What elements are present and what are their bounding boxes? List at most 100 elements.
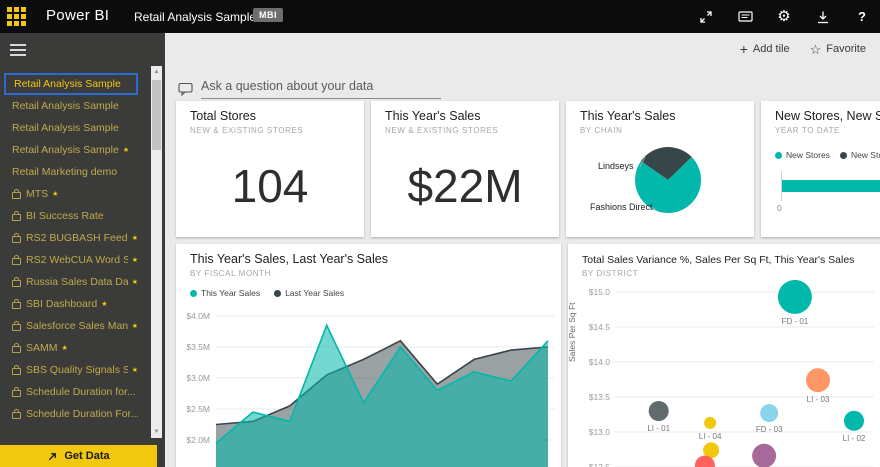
sidebar-item[interactable]: Salesforce Sales Mana...★ (4, 315, 138, 337)
y-tick-label: $13.0 (589, 427, 611, 437)
settings-gear-icon[interactable]: ⚙ (777, 8, 791, 25)
area-series (216, 325, 548, 467)
scrollbar-down-arrow-icon[interactable]: ▼ (153, 429, 160, 435)
y-tick-label: $2.0M (186, 435, 210, 445)
download-icon[interactable] (815, 9, 831, 25)
sidebar-item[interactable]: Schedule Duration For... (4, 403, 138, 425)
legend-dot (274, 289, 282, 297)
feedback-icon[interactable] (737, 9, 753, 25)
legend-dot (839, 151, 847, 159)
lock-icon (12, 321, 21, 331)
sidebar-item[interactable]: SBI Dashboard ★ (4, 293, 138, 315)
sidebar-item[interactable]: RS2 BUGBASH FeedBa...★ (4, 227, 138, 249)
bubble-label: LI - 02 (843, 434, 866, 443)
bubble-label: LI - 03 (807, 395, 830, 404)
sidebar-item[interactable]: SBS Quality Signals Sc...★ (4, 359, 138, 381)
scrollbar-thumb[interactable] (152, 80, 161, 150)
sidebar-item[interactable]: Retail Marketing demo (4, 161, 138, 183)
tile-sales-variance-bubble-chart[interactable]: Total Sales Variance %, Sales Per Sq Ft,… (568, 244, 880, 467)
lock-icon (12, 255, 21, 265)
lock-icon (12, 365, 21, 375)
lock-icon (12, 277, 21, 287)
y-tick-label: $15.0 (589, 287, 611, 297)
sidebar-item-label: Salesforce Sales Mana... (26, 320, 128, 332)
scrollbar-up-arrow-icon[interactable]: ▲ (153, 69, 160, 75)
star-icon: ★ (131, 323, 138, 330)
y-tick-label: $12.5 (589, 462, 611, 467)
tile-new-stores-bar[interactable]: New Stores, New Stor YEAR TO DATE New St… (761, 101, 880, 237)
app-launcher-waffle-icon[interactable] (0, 0, 33, 33)
sidebar-item[interactable]: Retail Analysis Sample (4, 95, 138, 117)
tile-sales-by-chain-pie[interactable]: This Year's Sales BY CHAIN Lindseys Fash… (566, 101, 754, 237)
bubble-FD-01 (777, 279, 812, 314)
bubble-label: FD - 03 (756, 425, 783, 434)
sidebar-item[interactable]: BI Success Rate (4, 205, 138, 227)
tile-title: New Stores, New Stor (775, 109, 880, 123)
qna-input[interactable]: Ask a question about your data (178, 79, 441, 99)
legend-item: This Year Sales (190, 288, 260, 298)
hamburger-menu-icon[interactable] (10, 44, 26, 59)
star-icon: ★ (52, 191, 59, 198)
powerbi-logo[interactable]: Power BI (46, 7, 110, 24)
tile-title: This Year's Sales (580, 109, 676, 123)
sidebar-item-label: Retail Marketing demo (12, 166, 118, 178)
get-data-button[interactable]: Get Data (0, 445, 157, 467)
sidebar-item[interactable]: Retail Analysis Sample (4, 117, 138, 139)
lock-icon (12, 189, 21, 199)
area-series (216, 340, 548, 467)
tile-total-stores[interactable]: Total Stores NEW & EXISTING STORES 104 (176, 101, 364, 237)
sidebar: Retail Analysis Sample Retail Analysis Sa… (0, 33, 165, 467)
sidebar-item[interactable]: Russia Sales Data Das...★ (4, 271, 138, 293)
fullscreen-icon[interactable] (698, 9, 714, 25)
tile-this-years-sales-kpi[interactable]: This Year's Sales NEW & EXISTING STORES … (371, 101, 559, 237)
area-series-line (215, 339, 549, 426)
tile-subtitle: BY DISTRICT (582, 269, 639, 278)
y-tick-label: $4.0M (186, 311, 210, 321)
sidebar-item[interactable]: Schedule Duration for... (4, 381, 138, 403)
dashboard-actions: + Add tile ☆ Favorite (740, 42, 866, 56)
bubble (703, 442, 720, 459)
topbar-icon-group: ⚙ ? (698, 0, 870, 33)
plus-icon: + (739, 41, 748, 57)
favorite-button[interactable]: ☆ Favorite (810, 43, 866, 56)
legend-item: New Stores (775, 150, 830, 160)
get-data-arrow-icon (49, 452, 57, 460)
favorite-star-icon: ☆ (809, 41, 822, 57)
bubble-label: LI - 01 (647, 424, 670, 433)
help-icon[interactable]: ? (858, 9, 866, 24)
sidebar-item[interactable]: MTS ★ (4, 183, 138, 205)
bubble (694, 455, 715, 467)
tile-sales-area-chart[interactable]: This Year's Sales, Last Year's Sales BY … (176, 244, 561, 467)
star-icon: ★ (101, 301, 108, 308)
lock-icon (12, 409, 21, 419)
sidebar-item[interactable]: Retail Analysis Sample ★ (4, 139, 138, 161)
y-tick-label: $3.0M (186, 373, 210, 383)
add-tile-button[interactable]: + Add tile (740, 42, 790, 56)
sidebar-scrollbar[interactable]: ▲ ▼ (151, 66, 162, 438)
sidebar-item-label: Retail Analysis Sample (12, 100, 119, 112)
sidebar-item-label: MTS (26, 188, 49, 200)
lock-icon (12, 387, 21, 397)
legend-item: New Stores T... (839, 150, 880, 160)
add-tile-label: Add tile (752, 43, 790, 55)
sidebar-item-label: BI Success Rate (26, 210, 104, 222)
star-icon: ★ (131, 257, 138, 264)
sidebar-item-label: SBI Dashboard (26, 298, 98, 310)
sidebar-item-label: Schedule Duration For... (26, 408, 138, 420)
main-content: + Add tile ☆ Favorite Ask a question abo… (165, 33, 880, 467)
sidebar-item-label: Russia Sales Data Das... (26, 276, 128, 288)
favorite-label: Favorite (826, 43, 866, 55)
lock-icon (12, 343, 21, 353)
pie-slice (641, 147, 692, 180)
sidebar-item[interactable]: SAMM ★ (4, 337, 138, 359)
sidebar-item-label: RS2 WebCUA Word Sp... (26, 254, 128, 266)
bubble-FD-03 (760, 404, 779, 423)
pie-label-fashions-direct: Fashions Direct (590, 202, 653, 212)
area-series-line (215, 323, 549, 444)
tile-subtitle: BY FISCAL MONTH (190, 269, 272, 278)
y-tick-label: $14.0 (589, 357, 611, 367)
bubble-LI-01 (648, 401, 669, 421)
sidebar-item[interactable]: RS2 WebCUA Word Sp...★ (4, 249, 138, 271)
sidebar-item[interactable]: Retail Analysis Sample (4, 73, 138, 95)
